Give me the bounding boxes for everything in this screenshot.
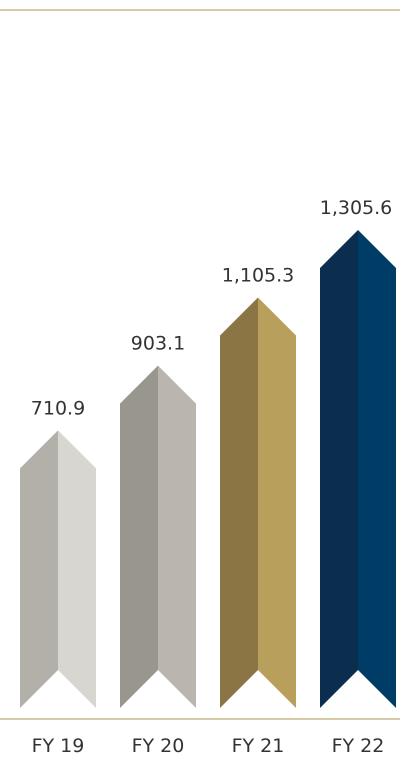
- bar-fy-20: [120, 365, 196, 708]
- value-label: 710.9: [31, 397, 85, 419]
- bars-group: [20, 230, 396, 708]
- bar-right-face: [58, 430, 96, 708]
- bar-right-face: [358, 230, 396, 708]
- bar-right-face: [258, 297, 296, 708]
- bar-left-face: [20, 430, 58, 708]
- bar-right-face: [158, 365, 196, 708]
- bar-fy-22: [320, 230, 396, 708]
- value-label: 1,105.3: [222, 265, 295, 287]
- value-label: 1,305.6: [320, 197, 393, 219]
- value-label: 903.1: [131, 333, 185, 355]
- bar-fy-21: [220, 297, 296, 708]
- bar-fy-19: [20, 430, 96, 708]
- bar-left-face: [120, 365, 158, 708]
- x-tick-label: FY 20: [132, 735, 185, 757]
- x-tick-label: FY 19: [32, 735, 85, 757]
- bar-left-face: [320, 230, 358, 708]
- labels-group: 710.9 FY 19 903.1 FY 20 1,105.3 FY 21 1,305.6 F…: [31, 197, 392, 757]
- bar-left-face: [220, 297, 258, 708]
- x-tick-label: FY 22: [332, 735, 385, 757]
- x-tick-label: FY 21: [232, 735, 285, 757]
